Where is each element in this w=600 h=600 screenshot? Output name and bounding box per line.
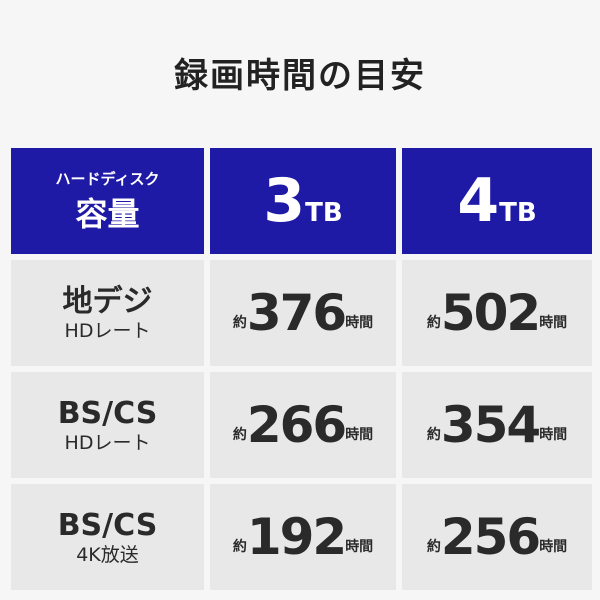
row-label: BS/CS 4K放送 (11, 484, 204, 590)
row-label-sub: HDレート (64, 431, 151, 454)
header-3tb: 3TB (210, 148, 396, 254)
value-cell: 約 256 時間 (402, 484, 592, 590)
row-label-main: BS/CS (57, 507, 158, 543)
row-label-sub: HDレート (64, 319, 151, 342)
suffix: 時間 (345, 315, 374, 331)
suffix: 時間 (539, 539, 568, 555)
capacity-unit: TB (499, 198, 537, 228)
header-label-small: ハードディスク (55, 169, 160, 188)
prefix: 約 (232, 427, 247, 443)
row-label-main: 地デジ (62, 283, 153, 319)
hours-value: 354 (440, 396, 541, 454)
hours-value: 502 (440, 284, 541, 342)
value-cell: 約 376 時間 (210, 260, 396, 366)
row-label-sub: 4K放送 (76, 543, 139, 566)
row-label: 地デジ HDレート (11, 260, 204, 366)
prefix: 約 (426, 315, 441, 331)
prefix: 約 (426, 427, 441, 443)
page-title: 録画時間の目安 (174, 56, 426, 96)
capacity-number: 3 (263, 166, 306, 236)
value-cell: 約 354 時間 (402, 372, 592, 478)
row-label-main: BS/CS (57, 395, 158, 431)
value-cell: 約 502 時間 (402, 260, 592, 366)
prefix: 約 (426, 539, 441, 555)
suffix: 時間 (345, 539, 374, 555)
suffix: 時間 (345, 427, 374, 443)
value-cell: 約 266 時間 (210, 372, 396, 478)
header-label-big: 容量 (75, 194, 140, 233)
hours-value: 192 (246, 508, 347, 566)
prefix: 約 (232, 315, 247, 331)
hours-value: 266 (246, 396, 347, 454)
capacity-unit: TB (305, 198, 343, 228)
prefix: 約 (232, 539, 247, 555)
value-cell: 約 192 時間 (210, 484, 396, 590)
row-label: BS/CS HDレート (11, 372, 204, 478)
suffix: 時間 (539, 427, 568, 443)
hours-value: 376 (246, 284, 347, 342)
header-capacity: ハードディスク 容量 (11, 148, 204, 254)
capacity-number: 4 (457, 166, 500, 236)
header-4tb: 4TB (402, 148, 592, 254)
recording-time-table: ハードディスク 容量 3TB 4TB 地デジ HDレート約 376 時間約 502 時間 B… (11, 148, 592, 590)
suffix: 時間 (539, 315, 568, 331)
hours-value: 256 (440, 508, 541, 566)
